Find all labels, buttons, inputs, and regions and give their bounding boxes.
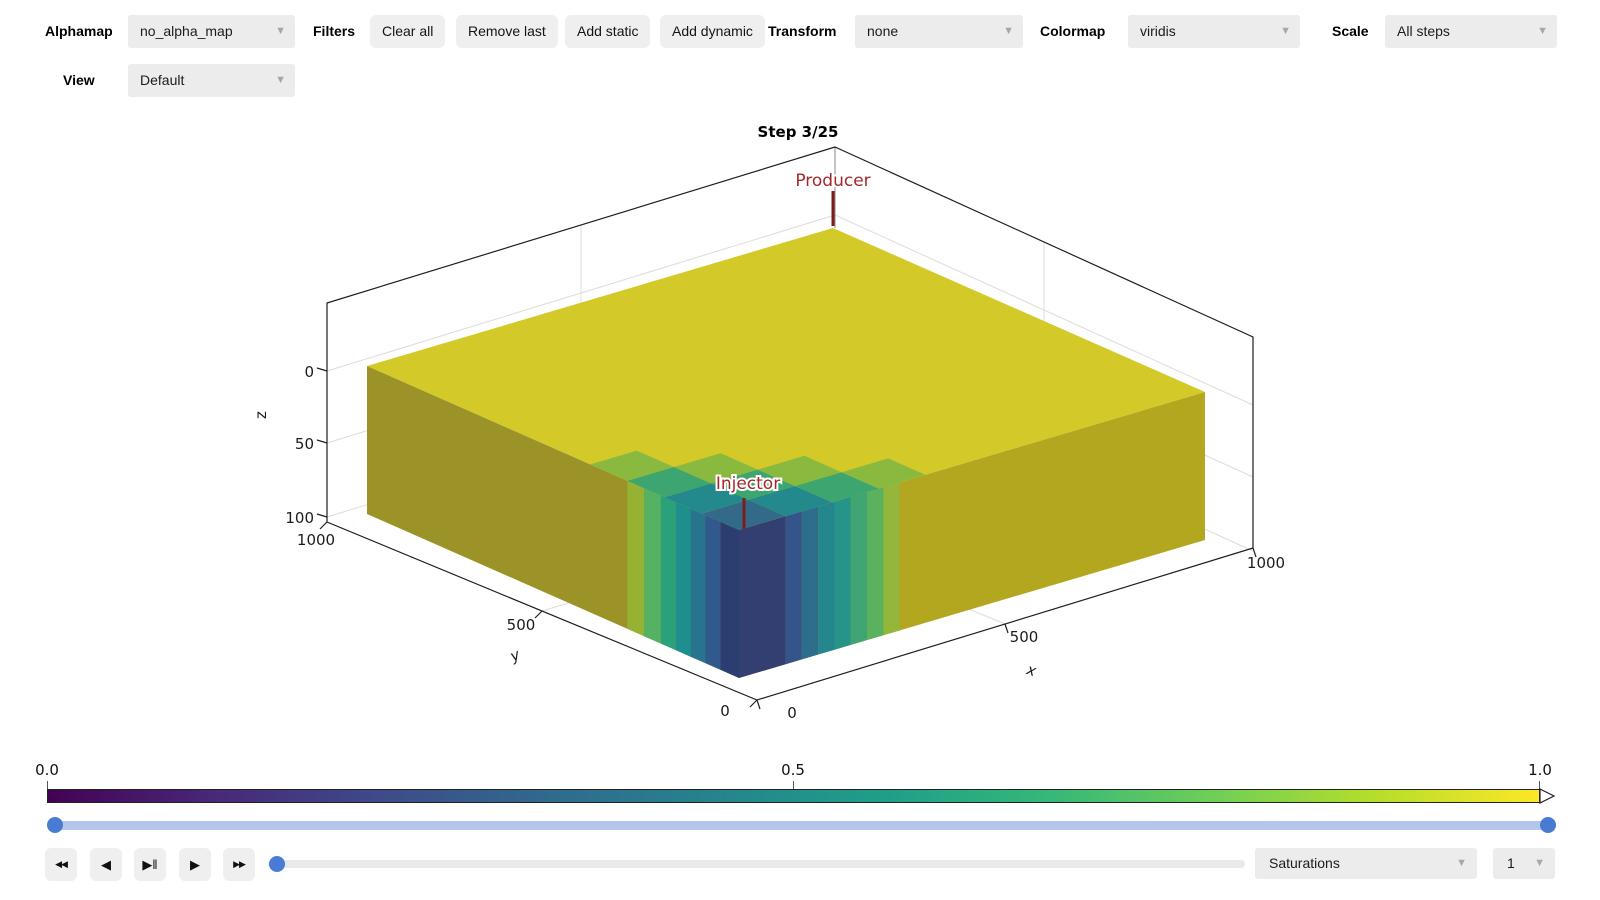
chevron-down-icon: ▼ [1534, 857, 1545, 869]
timestep-slider-handle[interactable] [269, 856, 285, 872]
range-slider-low-handle[interactable] [47, 817, 63, 833]
x-tick-500: 500 [1010, 628, 1039, 646]
box-top-face [367, 228, 1205, 530]
plume-cell [834, 496, 851, 650]
z-tick-100: 100 [285, 509, 314, 527]
tick-marks [316, 367, 1257, 710]
add-dynamic-button[interactable]: Add dynamic [660, 15, 765, 48]
transform-label: Transform [768, 23, 837, 39]
dataset-value: Saturations [1269, 855, 1340, 871]
plume-cell [785, 511, 802, 665]
plume-cell [850, 492, 868, 645]
alphamap-select[interactable]: no_alpha_map ▼ [128, 15, 295, 48]
chevron-down-icon: ▼ [275, 74, 286, 86]
injector-well-label: Injector [716, 474, 780, 494]
plume-cell [674, 453, 758, 484]
step-back-button[interactable]: ◀ [90, 848, 122, 881]
x-tick-1000: 1000 [1247, 554, 1285, 572]
play-pause-button[interactable]: ▶‖ [134, 848, 166, 881]
view-label: View [63, 72, 95, 88]
plume-cell [801, 506, 819, 660]
plume-cell [711, 469, 795, 500]
plume-cell [627, 480, 645, 637]
plume-right-face [739, 482, 900, 678]
tick-labels: 0 50 100 1000 500 0 0 500 1000 [285, 363, 1285, 722]
plume-cell [883, 482, 900, 636]
colorbar-min-label: 0.0 [35, 761, 59, 779]
colorbar-gradient [47, 789, 1540, 803]
colorbar-max-label: 1.0 [1528, 761, 1552, 779]
plume-cell [690, 508, 706, 664]
colorbar-tick [47, 781, 48, 789]
filters-label: Filters [313, 23, 356, 39]
clear-all-button[interactable]: Clear all [370, 15, 446, 48]
chevron-down-icon: ▼ [1280, 25, 1291, 37]
x-axis-label: x [1024, 660, 1039, 680]
plume-cell [675, 502, 691, 657]
dataset-select[interactable]: Saturations ▼ [1255, 848, 1477, 879]
step-value: 1 [1507, 855, 1515, 871]
transform-select[interactable]: none ▼ [855, 15, 1023, 48]
plume-cell [664, 483, 749, 514]
colorbar-tick [793, 781, 794, 789]
plume-cell [590, 450, 674, 481]
colormap-value: viridis [1140, 23, 1176, 39]
z-axis-label: z [252, 411, 270, 419]
scale-label: Scale [1332, 23, 1369, 39]
add-static-button[interactable]: Add static [565, 15, 651, 48]
timestep-slider[interactable] [268, 856, 1245, 872]
transform-value: none [867, 23, 899, 39]
plume-cell [818, 501, 835, 655]
scale-value: All steps [1397, 23, 1450, 39]
x-tick-0: 0 [787, 704, 797, 722]
plume-cell [705, 515, 721, 670]
range-slider-high-handle[interactable] [1540, 817, 1556, 833]
z-tick-0: 0 [304, 363, 314, 381]
step-select[interactable]: 1 ▼ [1493, 848, 1555, 879]
plume-left-face [627, 480, 739, 678]
plume-cell [841, 458, 926, 489]
y-tick-500: 500 [507, 616, 536, 634]
rewind-button[interactable]: ◀◀ [45, 848, 77, 881]
chevron-down-icon: ▼ [275, 25, 286, 37]
play-button[interactable]: ▶ [179, 848, 211, 881]
plume-cell [627, 467, 712, 498]
z-tick-50: 50 [295, 435, 314, 453]
plume-cell [748, 486, 833, 517]
plot-title: Step 3/25 [758, 123, 839, 141]
colorbar-tick [1539, 781, 1540, 789]
view-value: Default [140, 72, 185, 88]
colorbar-arrow-icon [1539, 788, 1556, 804]
remove-last-button[interactable]: Remove last [456, 15, 558, 48]
chevron-down-icon: ▼ [1537, 25, 1548, 37]
alphamap-label: Alphamap [45, 23, 113, 39]
colormap-select[interactable]: viridis ▼ [1128, 15, 1300, 48]
y-axis-label: y [507, 645, 524, 666]
chevron-down-icon: ▼ [1456, 857, 1467, 869]
chevron-down-icon: ▼ [1003, 25, 1014, 37]
colormap-label: Colormap [1040, 23, 1106, 39]
view-select[interactable]: Default ▼ [128, 64, 295, 97]
plume-cell [739, 516, 786, 678]
colorbar-range-slider[interactable] [47, 817, 1556, 833]
alphamap-value: no_alpha_map [140, 23, 233, 39]
plume-cell [795, 472, 879, 503]
scale-select[interactable]: All steps ▼ [1385, 15, 1557, 48]
producer-well-label: Producer [795, 171, 870, 191]
y-tick-0: 0 [720, 702, 730, 720]
plume-cell [757, 455, 842, 486]
plume-top-face [590, 450, 926, 530]
plume-cell [644, 488, 661, 644]
plume-cell [720, 521, 739, 678]
plume-cell [660, 495, 676, 651]
colorbar-mid-label: 0.5 [781, 761, 805, 779]
y-tick-1000: 1000 [297, 531, 335, 549]
fast-forward-button[interactable]: ▶▶ [223, 848, 255, 881]
plume-cell [867, 487, 884, 640]
